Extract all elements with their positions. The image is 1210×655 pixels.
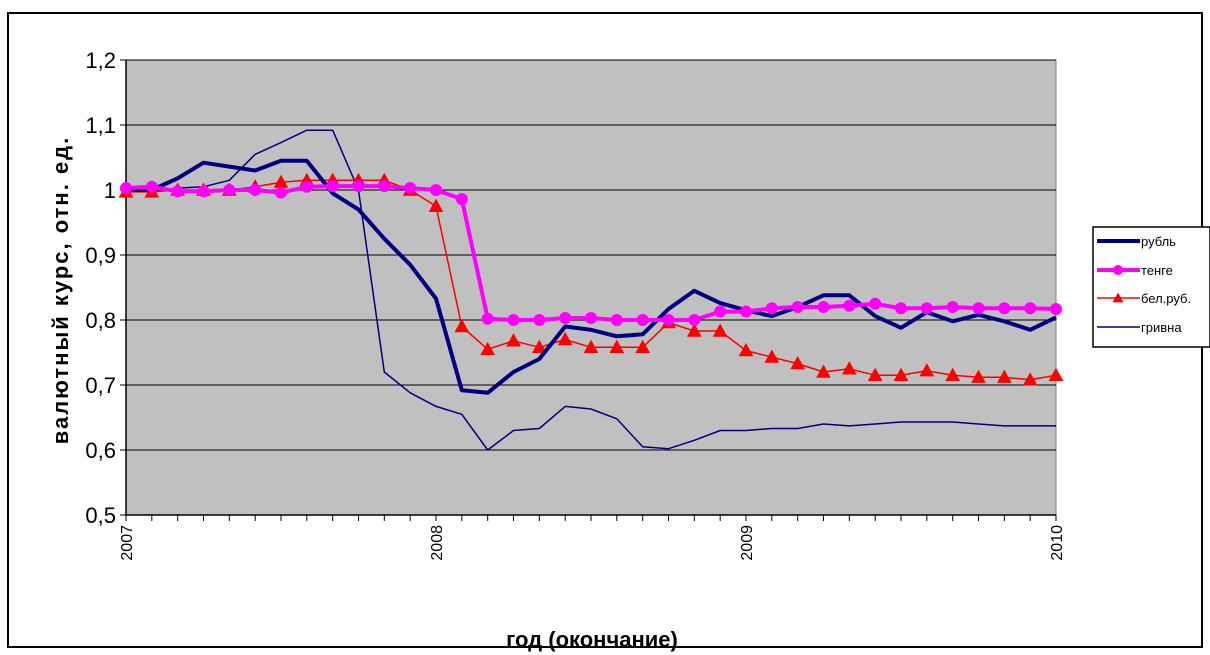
plot-area (125, 59, 1057, 516)
data-point (480, 341, 496, 355)
data-point (764, 349, 780, 363)
data-point (352, 180, 365, 193)
data-point (197, 185, 210, 198)
data-point (816, 364, 831, 378)
data-point (609, 339, 625, 353)
legend-item: тенге (1097, 263, 1173, 278)
data-point (920, 302, 933, 315)
data-point (145, 180, 158, 193)
data-point (120, 182, 132, 195)
y-tick-label: 0,9 (85, 243, 116, 268)
data-point (583, 339, 599, 353)
series-рубль (126, 158, 1057, 395)
data-point (1024, 302, 1037, 315)
data-point (946, 301, 959, 313)
data-point (481, 312, 494, 325)
data-point (636, 314, 649, 326)
data-point (869, 297, 882, 310)
data-point (531, 339, 547, 353)
data-point (1050, 302, 1062, 315)
x-axis-ticks: 2007 2008 2009 2010 (119, 514, 1066, 561)
y-tick-label: 1,1 (85, 113, 116, 138)
legend-label: тенге (1141, 263, 1173, 278)
data-point (971, 369, 986, 383)
data-point (171, 185, 184, 198)
legend-marker (1112, 292, 1124, 303)
legend-label: рубль (1141, 234, 1176, 249)
data-point (300, 180, 313, 193)
series-layer (118, 129, 1064, 451)
series-тенге (120, 180, 1062, 326)
data-point (765, 302, 778, 315)
data-point (454, 318, 470, 333)
data-point (817, 301, 830, 313)
legend-item: бел.руб. (1097, 291, 1191, 306)
data-point (972, 302, 985, 315)
data-point (919, 363, 935, 377)
legend: рубль тенге бел.руб. гривна (1092, 226, 1210, 348)
data-point (610, 314, 623, 326)
data-point (791, 301, 804, 313)
data-point (1022, 372, 1038, 386)
data-point (790, 356, 806, 370)
legend-label: бел.руб. (1141, 291, 1191, 306)
data-point (714, 305, 727, 318)
data-point (455, 193, 468, 206)
data-point (893, 367, 909, 381)
legend-item: гривна (1097, 320, 1182, 335)
data-point (275, 186, 287, 199)
series-line (126, 158, 1057, 395)
data-point (249, 184, 262, 196)
x-tick-label: 2007 (119, 525, 136, 561)
data-point (662, 314, 675, 326)
data-point (559, 312, 572, 325)
data-point (895, 302, 907, 315)
x-axis-title: год (окончание) (506, 627, 678, 652)
legend-label: гривна (1141, 320, 1182, 335)
data-point (635, 339, 651, 353)
y-tick-label: 0,7 (85, 373, 116, 398)
y-tick-label: 0,6 (85, 438, 116, 463)
data-point (326, 180, 339, 193)
data-point (740, 305, 752, 318)
y-tick-label: 0,5 (85, 503, 116, 528)
legend-box (1092, 226, 1210, 348)
data-point (996, 369, 1012, 383)
data-point (998, 302, 1011, 315)
y-axis-ticks: 0,5 0,6 0,7 0,8 0,9 1 1,1 1,2 (85, 48, 127, 528)
x-tick-label: 2009 (739, 525, 756, 561)
data-point (738, 343, 754, 357)
data-point (585, 312, 597, 325)
data-point (712, 323, 728, 337)
series-гривна (125, 129, 1056, 451)
data-point (506, 333, 521, 347)
y-tick-label: 0,8 (85, 308, 116, 333)
data-point (428, 198, 444, 212)
data-point (841, 361, 857, 375)
legend-marker (1113, 265, 1123, 275)
data-point (430, 184, 442, 196)
data-point (223, 184, 236, 196)
data-point (1048, 367, 1064, 381)
legend-item: рубль (1097, 234, 1176, 249)
data-point (867, 367, 883, 381)
data-point (557, 331, 573, 346)
x-tick-label: 2008 (429, 525, 446, 561)
data-point (507, 314, 520, 326)
data-point (404, 182, 417, 195)
data-point (688, 314, 701, 326)
series-line (125, 129, 1056, 451)
data-point (686, 323, 702, 337)
data-point (533, 314, 546, 326)
y-axis-title: валютный курс, отн. ед. (48, 136, 73, 445)
data-point (843, 299, 856, 312)
y-tick-label: 1 (104, 178, 116, 203)
y-tick-label: 1,2 (85, 48, 116, 73)
x-tick-label: 2010 (1049, 525, 1066, 561)
data-point (378, 180, 391, 193)
data-point (945, 367, 961, 381)
